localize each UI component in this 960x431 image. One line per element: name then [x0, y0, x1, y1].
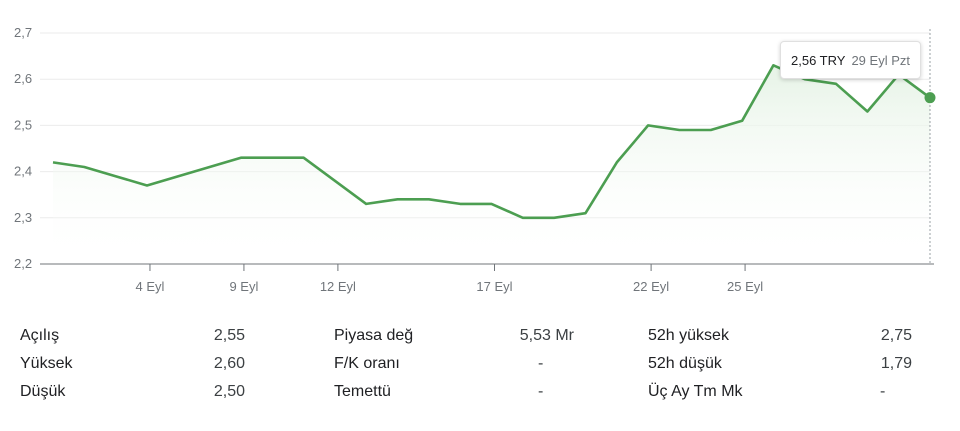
stat-row-dividend: Temettü -	[334, 378, 574, 406]
stat-value: -	[880, 383, 886, 400]
stat-label: F/K oranı	[334, 355, 400, 372]
stat-value: 2,60	[213, 355, 245, 372]
y-tick-label: 2,3	[14, 210, 32, 225]
stat-row-market-cap: Piyasa değ 5,53 Mr	[334, 322, 574, 350]
x-tick-label: 9 Eyl	[229, 279, 258, 294]
stats-column-3: 52h yüksek 2,75 52h düşük 1,79 Üç Ay Tm Mk…	[648, 322, 912, 406]
stats-column-2: Piyasa değ 5,53 Mr F/K oranı - Temettü -	[334, 322, 574, 406]
stat-row-pe-ratio: F/K oranı -	[334, 350, 574, 378]
stats-column-1: Açılış 2,55 Yüksek 2,60 Düşük 2,50	[20, 322, 245, 406]
current-point-marker	[924, 92, 936, 104]
stat-row-52w-low: 52h düşük 1,79	[648, 350, 912, 378]
stat-row-52w-high: 52h yüksek 2,75	[648, 322, 912, 350]
x-axis: 4 Eyl 9 Eyl 12 Eyl 17 Eyl 22 Eyl 25 Eyl	[40, 263, 934, 294]
stat-value: 2,55	[213, 327, 245, 344]
stat-label: Temettü	[334, 383, 391, 400]
stat-row-3m-avg-volume: Üç Ay Tm Mk -	[648, 378, 912, 406]
stat-value: -	[538, 355, 544, 372]
stat-row-high: Yüksek 2,60	[20, 350, 245, 378]
stat-label: 52h yüksek	[648, 327, 729, 344]
y-tick-label: 2,5	[14, 117, 32, 132]
stat-label: Açılış	[20, 327, 60, 344]
stat-label: 52h düşük	[648, 355, 722, 372]
y-tick-label: 2,4	[14, 164, 32, 179]
price-area	[53, 65, 930, 264]
stat-value: 1,79	[880, 355, 912, 372]
stat-row-low: Düşük 2,50	[20, 378, 245, 406]
y-tick-label: 2,7	[14, 25, 32, 40]
stat-value: 2,75	[880, 327, 912, 344]
x-tick-label: 4 Eyl	[136, 279, 165, 294]
stat-label: Üç Ay Tm Mk	[648, 383, 743, 400]
tooltip-value: 2,56 TRY	[791, 52, 846, 68]
x-tick-label: 25 Eyl	[727, 279, 763, 294]
x-tick-label: 12 Eyl	[320, 279, 356, 294]
stat-label: Piyasa değ	[334, 327, 414, 344]
stat-value: 2,50	[213, 383, 245, 400]
y-tick-label: 2,6	[14, 71, 32, 86]
stat-row-open: Açılış 2,55	[20, 322, 245, 350]
stat-label: Düşük	[20, 383, 66, 400]
stat-label: Yüksek	[20, 355, 73, 372]
tooltip-date: 29 Eyl Pzt	[851, 52, 910, 68]
stat-value: -	[538, 383, 544, 400]
x-tick-label: 17 Eyl	[476, 279, 512, 294]
x-tick-label: 22 Eyl	[633, 279, 669, 294]
y-axis: 2,7 2,6 2,5 2,4 2,3 2,2	[14, 25, 32, 271]
price-tooltip: 2,56 TRY 29 Eyl Pzt	[780, 41, 921, 79]
y-tick-label: 2,2	[14, 256, 32, 271]
stat-value: 5,53 Mr	[519, 327, 574, 344]
